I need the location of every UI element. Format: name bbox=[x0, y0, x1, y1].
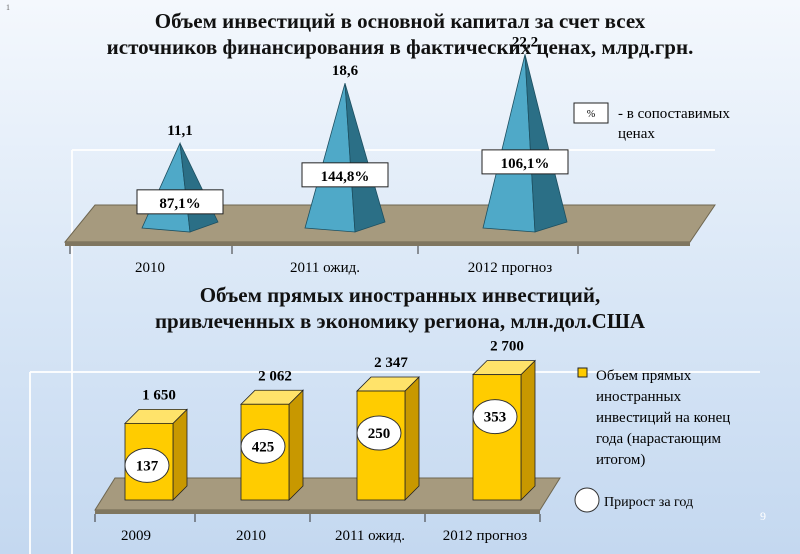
growth-label: 137 bbox=[136, 458, 159, 474]
chart1-legend-text-line2: ценах bbox=[618, 126, 655, 142]
growth-circle bbox=[240, 428, 286, 464]
chart1-legend-text-line1: - в сопоставимых bbox=[618, 106, 730, 122]
value-label: 11,1 bbox=[167, 123, 192, 139]
chart2-legend-line: иностранных bbox=[596, 389, 682, 405]
chart1-legend-box-text: % bbox=[587, 109, 595, 120]
chart2-floor-edge bbox=[95, 510, 540, 514]
bar-side bbox=[172, 408, 188, 501]
value-label: 1 650 bbox=[142, 387, 176, 403]
chart2-legend-circle-text: Прирост за год bbox=[604, 495, 693, 510]
percent-label-box bbox=[481, 149, 569, 175]
value-label: 2 347 bbox=[374, 355, 408, 371]
chart1-title: Объем инвестиций в основной капитал за с… bbox=[0, 8, 800, 60]
category-label: 2012 прогноз bbox=[443, 528, 527, 544]
category-label: 2010 bbox=[135, 260, 165, 276]
percent-label: 106,1% bbox=[501, 156, 550, 172]
percent-label: 144,8% bbox=[321, 169, 370, 185]
bar-side bbox=[404, 376, 420, 501]
chart2-title-line1: Объем прямых иностранных инвестиций, bbox=[199, 283, 601, 307]
growth-label: 353 bbox=[484, 410, 507, 426]
percent-label-box bbox=[301, 162, 389, 188]
chart2-title: Объем прямых иностранных инвестиций, при… bbox=[0, 282, 800, 334]
chart2-legend-bar-text: Объем прямых иностранных инвестиций на кон… bbox=[596, 368, 730, 468]
chart2-marks: 1 650 137 2009 2 062 425 2010 2 347 250 2011 ожи… bbox=[94, 339, 541, 544]
growth-circle bbox=[472, 399, 518, 435]
category-label: 2011 ожид. bbox=[290, 260, 360, 276]
bar-side bbox=[520, 359, 536, 501]
chart1-legend-box bbox=[573, 102, 609, 124]
value-label: 2 700 bbox=[490, 339, 524, 355]
page-number: 9 bbox=[760, 509, 766, 523]
chart1-floor-edge bbox=[65, 242, 690, 246]
percent-label-box bbox=[136, 189, 224, 215]
category-label: 2012 прогноз bbox=[468, 260, 552, 276]
chart2-legend-bar-swatch bbox=[577, 367, 588, 378]
chart1-title-line2: источников финансирования в фактических … bbox=[106, 35, 694, 59]
category-label: 2011 ожид. bbox=[335, 528, 405, 544]
bar-side bbox=[288, 389, 304, 501]
percent-label: 87,1% bbox=[159, 196, 200, 212]
pyramid-side-face bbox=[524, 54, 568, 233]
value-label: 22,2 bbox=[512, 34, 538, 50]
chart1-marks: 11,1 87,1% 2010 18,6 144,8% 2011 ожид. 22,2 106… bbox=[69, 34, 579, 276]
chart2-legend-line: Объем прямых bbox=[596, 368, 692, 384]
growth-label: 250 bbox=[368, 426, 391, 442]
chart2-legend-line: итогом) bbox=[596, 452, 645, 468]
pyramid-side-face bbox=[344, 83, 386, 233]
bar bbox=[472, 374, 522, 501]
chart2-legend-circle-swatch bbox=[574, 487, 600, 513]
chart2-legend-line: инвестиций на конец bbox=[596, 410, 730, 426]
growth-circle bbox=[356, 415, 402, 451]
chart2-title-line2: привлеченных в экономику региона, млн.до… bbox=[154, 309, 646, 333]
category-label: 2009 bbox=[121, 528, 151, 544]
growth-circle bbox=[124, 447, 170, 483]
category-label: 2010 bbox=[236, 528, 266, 544]
growth-label: 425 bbox=[252, 439, 275, 455]
corner-mark: 1 bbox=[6, 3, 10, 12]
value-label: 2 062 bbox=[258, 368, 292, 384]
value-label: 18,6 bbox=[332, 63, 359, 79]
chart1-title-line1: Объем инвестиций в основной капитал за с… bbox=[154, 9, 646, 33]
chart2-legend-line: года (нарастающим bbox=[596, 431, 722, 447]
